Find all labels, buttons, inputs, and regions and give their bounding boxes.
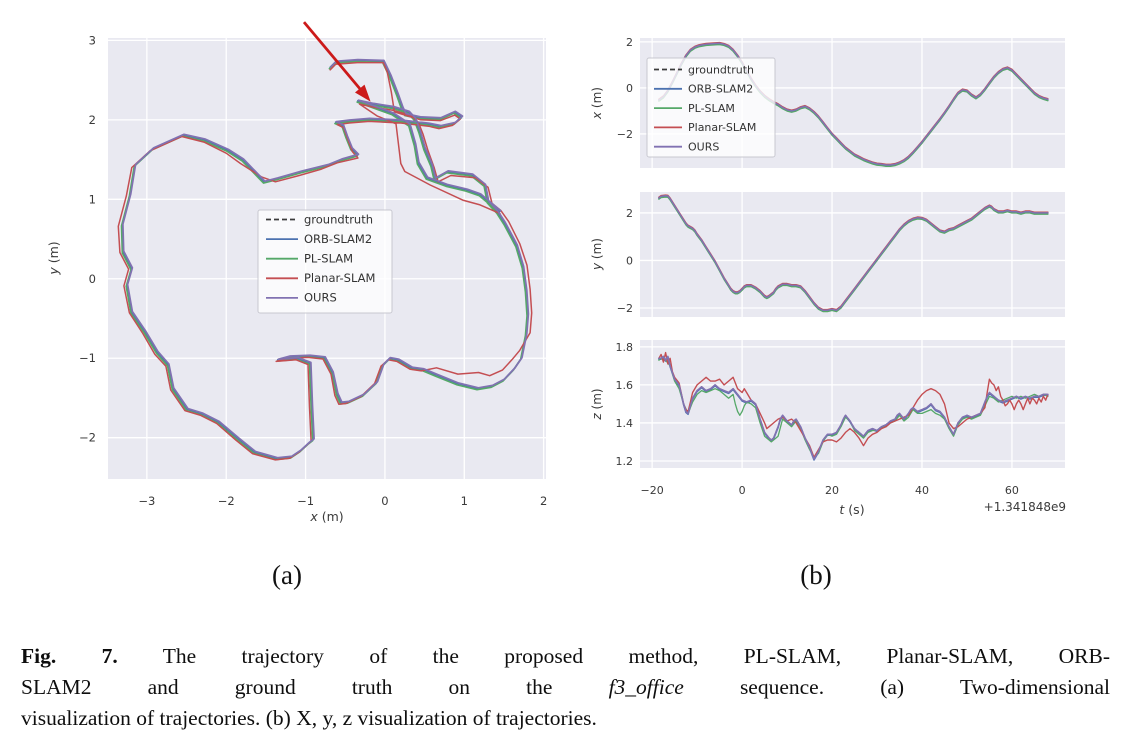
svg-text:−3: −3 — [138, 494, 155, 508]
series-ours-line — [658, 195, 1049, 312]
svg-text:−2: −2 — [79, 431, 96, 445]
svg-text:1: 1 — [461, 494, 468, 508]
legend-label: OURS — [304, 291, 337, 305]
x-axis-offset-label: +1.341848e9 — [984, 500, 1066, 514]
caption-line-2-post: sequence. (a) Two-dimensional — [683, 675, 1110, 700]
plot-bz-background — [640, 340, 1065, 468]
annotation-arrow — [302, 21, 371, 102]
plot-bz-tick-labels: 1.8 1.6 1.4 1.2 −20 0 20 40 60 — [616, 341, 1019, 497]
svg-text:−1: −1 — [79, 351, 96, 365]
series-planar-slam-line — [658, 351, 1049, 458]
legend-label: PL-SLAM — [304, 252, 353, 266]
svg-text:1.2: 1.2 — [616, 455, 634, 468]
plot-a-legend: groundtruth ORB-SLAM2 PL-SLAM Planar-SLAM OU… — [257, 209, 393, 314]
legend-box — [257, 209, 393, 314]
svg-text:1: 1 — [89, 192, 96, 206]
caption-line-1-text: The trajectory of the proposed method, P… — [117, 644, 1110, 668]
series-planar-slam-line — [117, 61, 533, 461]
plot-bx-series — [658, 41, 1049, 167]
legend-label: groundtruth — [304, 212, 373, 226]
panel-label-a: (a) — [272, 560, 302, 590]
svg-text:0: 0 — [739, 484, 746, 497]
svg-text:−2: −2 — [617, 302, 633, 315]
legend-label: PL-SLAM — [688, 102, 735, 115]
plot-bx-ylabel: x (m) — [590, 87, 604, 120]
svg-text:60: 60 — [1005, 484, 1019, 497]
plot-a-series — [117, 58, 533, 461]
svg-text:2: 2 — [540, 494, 547, 508]
legend-label: OURS — [688, 141, 719, 154]
legend-label: groundtruth — [688, 63, 754, 76]
caption-line-2-pre: SLAM2 and ground truth on the — [21, 675, 609, 700]
legend-label: Planar-SLAM — [304, 271, 375, 285]
panel-label-b: (b) — [800, 560, 831, 590]
plot-by-tick-labels: 2 0 −2 — [617, 207, 633, 315]
plot-bz-ylabel: z (m) — [590, 388, 604, 420]
plot-bx-legend: groundtruth ORB-SLAM2 PL-SLAM Planar-SLAM OU… — [646, 57, 776, 158]
svg-text:40: 40 — [915, 484, 929, 497]
svg-text:20: 20 — [825, 484, 839, 497]
svg-text:0: 0 — [381, 494, 388, 508]
legend-box — [646, 57, 776, 158]
svg-text:3: 3 — [89, 33, 96, 47]
svg-text:2: 2 — [89, 113, 96, 127]
svg-text:−1: −1 — [297, 494, 314, 508]
plot-bx-tick-labels: 2 0 −2 — [617, 36, 633, 141]
arrowhead — [355, 84, 371, 102]
svg-text:0: 0 — [89, 272, 96, 286]
series-pl-slam-line — [658, 357, 1049, 458]
caption-fig-label: Fig. 7. — [21, 644, 118, 668]
series-ours-line — [122, 58, 530, 459]
series-pl-slam-line — [120, 60, 528, 461]
legend-label: ORB-SLAM2 — [304, 232, 372, 246]
legend-label: ORB-SLAM2 — [688, 83, 753, 96]
plot-by-gridlines — [640, 192, 1065, 317]
svg-text:1.4: 1.4 — [616, 417, 634, 430]
plot-bz-series — [658, 351, 1049, 461]
svg-text:0: 0 — [626, 254, 633, 267]
caption-line-3: visualization of trajectories. (b) X, y,… — [21, 706, 597, 731]
plot-a-xlabel: x (m) — [309, 509, 343, 524]
svg-text:−20: −20 — [641, 484, 664, 497]
plot-by-ylabel: y (m) — [590, 238, 604, 271]
plot-by-series — [658, 194, 1049, 313]
svg-text:2: 2 — [626, 36, 633, 49]
svg-text:2: 2 — [626, 207, 633, 220]
caption-sequence-name: f3_office — [608, 675, 684, 700]
caption-line-2: SLAM2 and ground truth on the f3_office … — [21, 672, 1110, 703]
figure-caption: Fig. 7. The trajectory of the proposed m… — [21, 641, 1110, 735]
figure-7-plots: 3 2 1 0 −1 −2 −3 −2 −1 0 1 2 groundtruth ORB-SLAM2 PL-… — [46, 21, 1066, 590]
svg-text:−2: −2 — [218, 494, 235, 508]
caption-line-1: Fig. 7. The trajectory of the proposed m… — [21, 641, 1110, 672]
plot-bz-gridlines — [640, 340, 1065, 468]
svg-text:−2: −2 — [617, 128, 633, 141]
series-ours-line — [658, 355, 1049, 460]
svg-text:1.8: 1.8 — [616, 341, 634, 354]
legend-label: Planar-SLAM — [688, 121, 756, 134]
svg-text:0: 0 — [626, 82, 633, 95]
plot-a-ylabel: y (m) — [46, 241, 61, 275]
svg-text:1.6: 1.6 — [616, 379, 634, 392]
series-pl-slam-line — [658, 43, 1049, 167]
plot-a-tick-labels: 3 2 1 0 −1 −2 −3 −2 −1 0 1 2 — [79, 33, 547, 508]
series-ours-line — [658, 42, 1049, 166]
plot-bz-xlabel: t (s) — [839, 502, 864, 517]
